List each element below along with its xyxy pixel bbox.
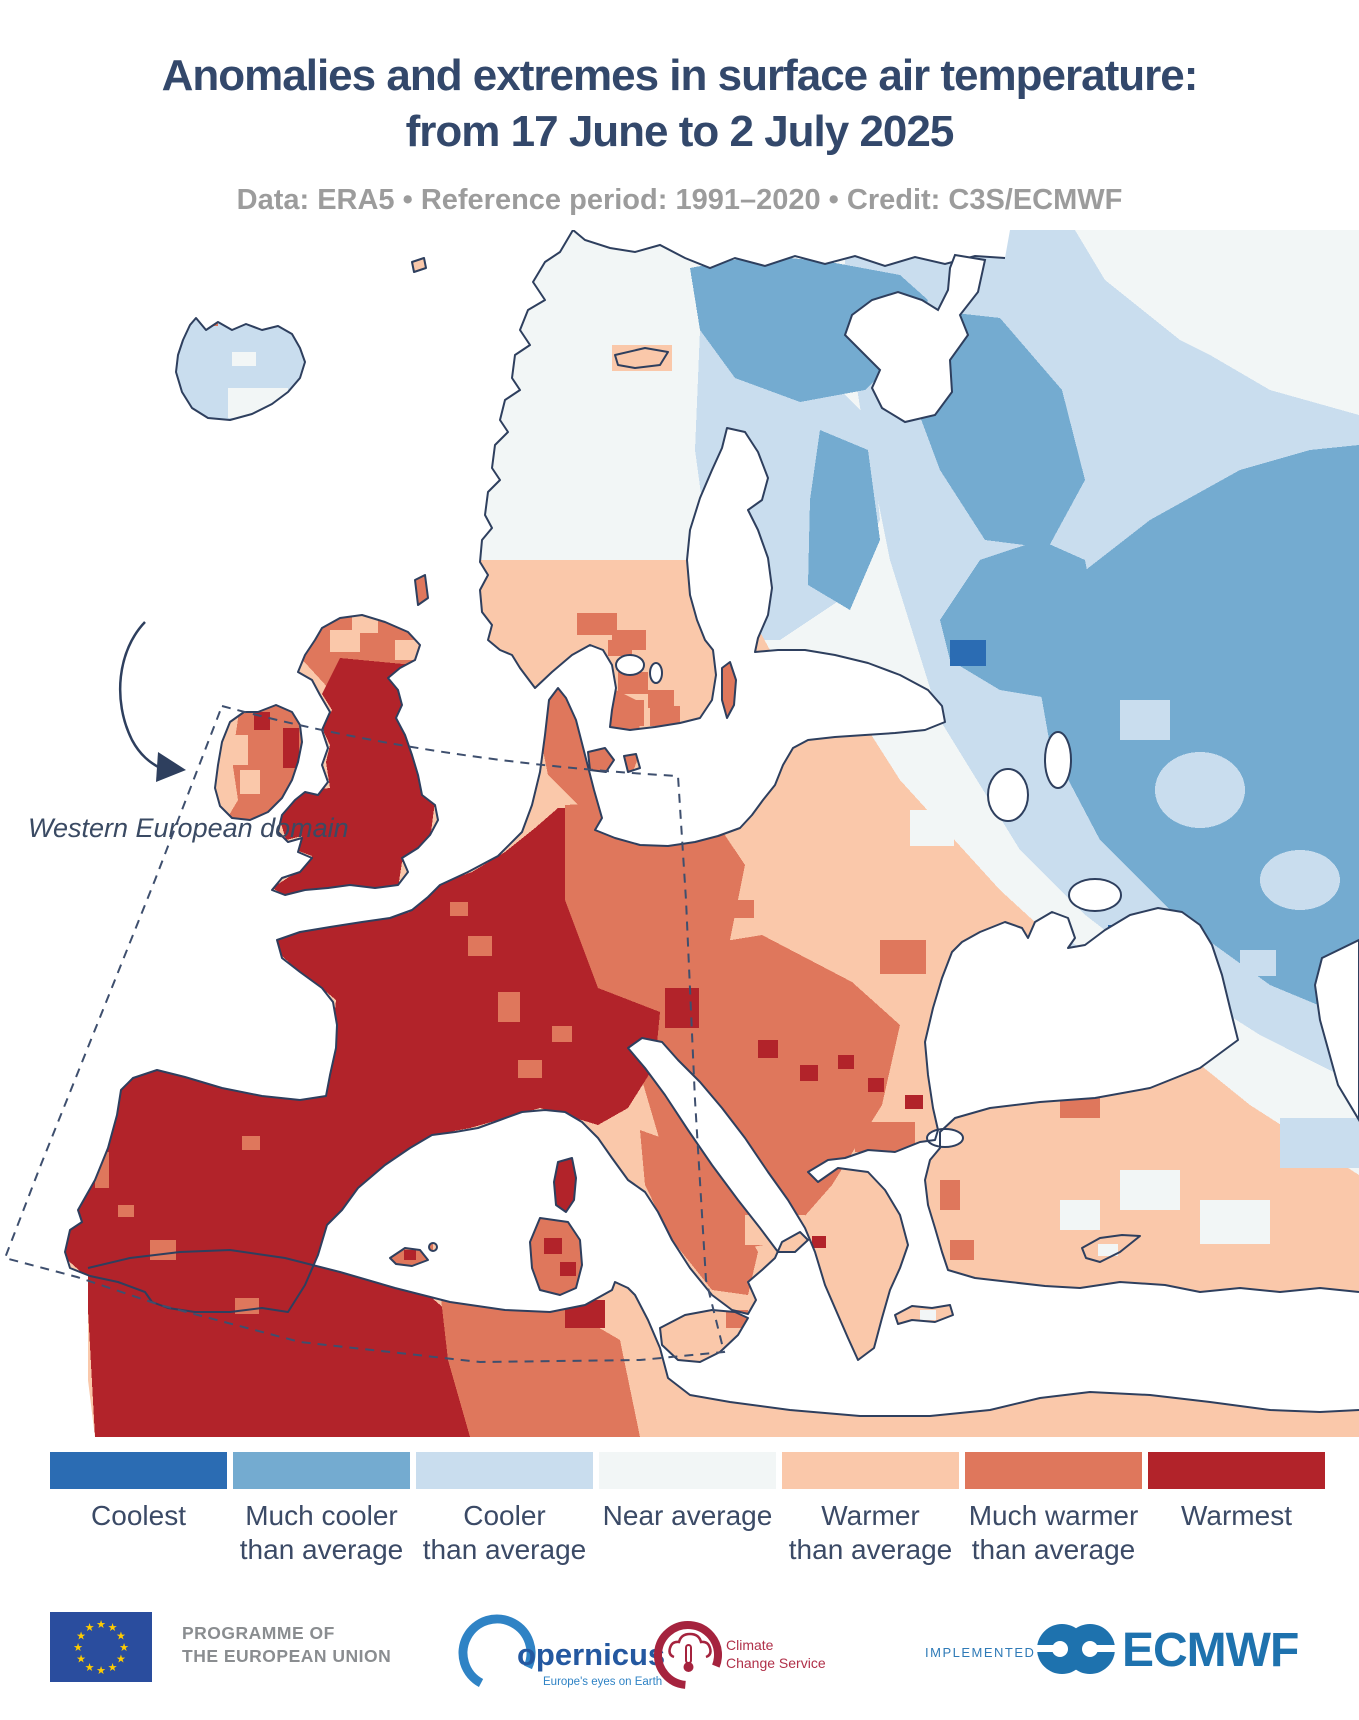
legend-swatch-cooler (416, 1452, 593, 1489)
legend-item-cooler: Cooler than average (416, 1452, 593, 1567)
legend-item-much-warmer: Much warmer than average (965, 1452, 1142, 1567)
title-line1: Anomalies and extremes in surface air te… (161, 51, 1199, 100)
svg-text:★: ★ (116, 1631, 126, 1643)
svg-text:ECMWF: ECMWF (1122, 1624, 1298, 1677)
anomaly-field (65, 230, 1359, 1437)
legend-item-much-cooler: Much cooler than average (233, 1452, 410, 1567)
legend-label: Warmest (1181, 1500, 1292, 1531)
coastlines (64, 229, 1359, 1417)
legend-item-coolest: Coolest (50, 1452, 227, 1533)
svg-text:Climate: Climate (726, 1637, 774, 1653)
svg-text:★: ★ (85, 1622, 95, 1634)
climate-change-service-logo: Climate Change Service (654, 1621, 826, 1689)
domain-annotation-label: Western European domain (28, 813, 349, 843)
legend: Coolest Much cooler than average Cooler th… (0, 1452, 1359, 1602)
svg-text:★: ★ (108, 1622, 118, 1634)
ecmwf-logo: ECMWF (1034, 1624, 1299, 1677)
legend-label: Coolest (91, 1500, 186, 1531)
page-title: Anomalies and extremes in surface air te… (0, 48, 1359, 160)
legend-item-warmer: Warmer than average (782, 1452, 959, 1567)
svg-text:★: ★ (76, 1631, 86, 1643)
implemented-by-label: IMPLEMENTED BY (925, 1645, 1061, 1660)
title-line2: from 17 June to 2 July 2025 (405, 107, 955, 156)
svg-text:★: ★ (96, 1619, 106, 1631)
legend-swatch-much-warmer (965, 1452, 1142, 1489)
europe-map-svg (3, 229, 1359, 1437)
legend-label: Much warmer (968, 1500, 1139, 1531)
legend-item-near-average: Near average (599, 1452, 776, 1533)
anomaly-map: Western European domain (0, 229, 1359, 1437)
svg-text:★: ★ (108, 1662, 118, 1674)
svg-text:★: ★ (116, 1654, 126, 1666)
svg-text:★: ★ (76, 1654, 86, 1666)
eu-programme-text: PROGRAMME OF THE EUROPEAN UNION (182, 1623, 392, 1666)
footer: ★ ★ ★ ★ ★ ★ ★ ★ ★ ★ ★ ★ PROGRAMME OF THE EUROPEA… (0, 1605, 1359, 1705)
domain-box (3, 704, 726, 1364)
svg-text:★: ★ (85, 1662, 95, 1674)
legend-label: Near average (602, 1500, 773, 1531)
svg-text:★: ★ (96, 1665, 106, 1677)
page-subtitle: Data: ERA5 • Reference period: 1991–2020… (236, 184, 1123, 216)
legend-swatch-warmest (1148, 1452, 1325, 1489)
copernicus-logo: opernicus Europe's eyes on Earth (458, 1614, 665, 1692)
legend-label: Much cooler (245, 1500, 398, 1531)
svg-text:★: ★ (73, 1642, 83, 1654)
svg-text:Europe's eyes on Earth: Europe's eyes on Earth (543, 1676, 662, 1688)
annotation-arrow (118, 621, 186, 782)
legend-swatch-much-cooler (233, 1452, 410, 1489)
sea-overlays (572, 229, 1359, 1148)
legend-item-warmest: Warmest (1148, 1452, 1325, 1533)
legend-label: Cooler (463, 1500, 546, 1531)
legend-swatch-warmer (782, 1452, 959, 1489)
legend-swatch-near-average (599, 1452, 776, 1489)
svg-text:opernicus: opernicus (517, 1637, 665, 1672)
svg-text:★: ★ (119, 1642, 129, 1654)
legend-swatch-coolest (50, 1452, 227, 1489)
legend-label: Warmer (821, 1500, 920, 1531)
svg-text:Change Service: Change Service (726, 1655, 826, 1671)
eu-flag-icon: ★ ★★ ★★★ ★★★ ★★★ (50, 1612, 152, 1682)
